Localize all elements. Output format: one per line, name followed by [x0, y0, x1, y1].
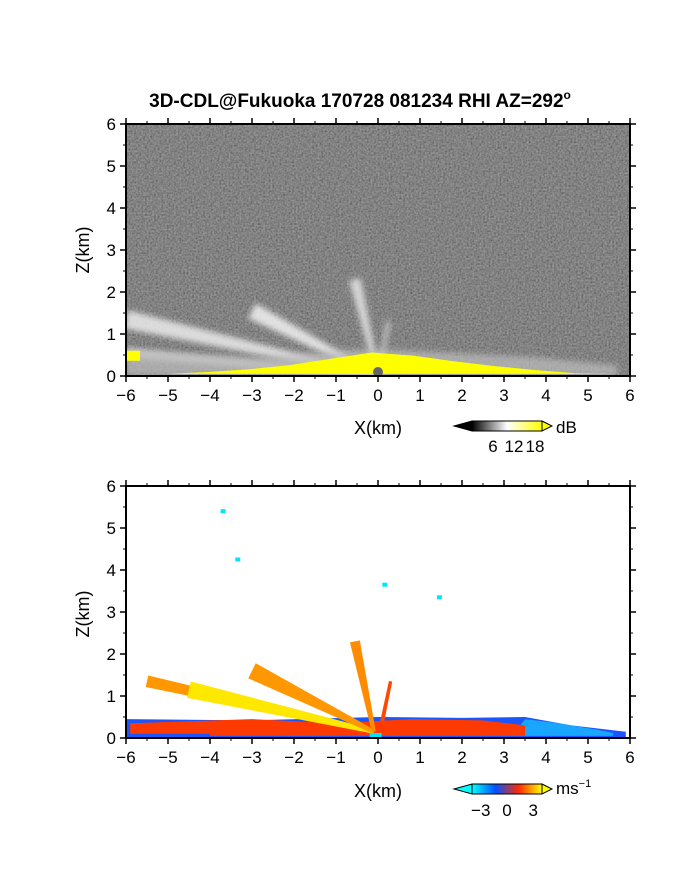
velocity-beams — [145, 640, 393, 738]
x-tick-label: 2 — [457, 386, 466, 405]
y-tick-label: 6 — [107, 115, 116, 134]
velocity-speck — [235, 557, 241, 562]
x-tick-label: −4 — [200, 386, 219, 405]
x-tick-label: 2 — [457, 748, 466, 767]
velocity-beam — [349, 640, 376, 733]
y-tick-label: 3 — [107, 603, 116, 622]
x-tick-label: 6 — [625, 386, 634, 405]
x-tick-label: 5 — [583, 386, 592, 405]
colorbar-tick-label: 3 — [529, 801, 538, 820]
colorbar-tick-label: 6 — [488, 437, 497, 456]
velocity-cyan-fringe — [512, 719, 614, 736]
velocity-ylabel: Z(km) — [73, 591, 93, 638]
x-tick-label: −6 — [116, 386, 135, 405]
velocity-xlabel: X(km) — [354, 781, 402, 801]
y-tick-label: 3 — [107, 241, 116, 260]
colorbar-tick-label: 12 — [505, 437, 524, 456]
velocity-specks — [220, 509, 442, 600]
reflectivity-high-layer — [126, 348, 618, 376]
colorbar-under-arrow — [452, 783, 473, 795]
title-degree: o — [564, 88, 571, 102]
x-tick-label: −4 — [200, 748, 219, 767]
x-tick-label: 6 — [625, 748, 634, 767]
y-tick-label: 4 — [107, 561, 116, 580]
reflectivity-xlabel: X(km) — [354, 418, 402, 438]
velocity-bottom-strip — [126, 733, 210, 738]
colorbar-under-arrow — [452, 420, 473, 432]
figure-title: 3D-CDL@Fukuoka 170728 081234 RHI AZ=292o — [149, 88, 571, 112]
colorbar-unit-exponent: −1 — [579, 778, 592, 790]
x-tick-label: −2 — [284, 386, 303, 405]
x-tick-label: 0 — [373, 748, 382, 767]
velocity-red-layer — [130, 719, 525, 736]
x-tick-label: −2 — [284, 748, 303, 767]
x-tick-label: −5 — [158, 748, 177, 767]
colorbar-tick-label: 0 — [502, 801, 511, 820]
x-tick-label: −3 — [242, 386, 261, 405]
velocity-beam — [187, 681, 375, 734]
colorbar-tick-label: −3 — [471, 801, 490, 820]
reflectivity-ylabel: Z(km) — [73, 227, 93, 274]
colorbar-gradient — [471, 783, 543, 795]
y-tick-label: 0 — [107, 729, 116, 748]
velocity-lidar-cyan — [369, 732, 382, 738]
colorbar-over-arrow — [541, 420, 554, 432]
colorbar-unit: ms−1 — [556, 778, 591, 798]
velocity-panel: −6 −5 −4 −3 −2 −1 0 1 2 3 4 5 6 0 1 2 3 4 5 6 X(km) Z(km) −… — [73, 477, 636, 820]
colorbar-gradient — [471, 420, 543, 432]
x-tick-label: −1 — [326, 386, 345, 405]
x-tick-label: 3 — [499, 748, 508, 767]
y-tick-label: 2 — [107, 283, 116, 302]
velocity-beam — [248, 663, 375, 734]
colorbar-over-arrow — [541, 783, 554, 795]
lidar-site-marker — [373, 367, 383, 376]
y-tick-label: 0 — [107, 367, 116, 386]
velocity-speck — [382, 582, 388, 587]
velocity-colorbar: −3 0 3 ms−1 — [452, 778, 591, 820]
reflectivity-edge-echo — [126, 350, 140, 361]
x-tick-label: 4 — [541, 748, 550, 767]
y-tick-label: 2 — [107, 645, 116, 664]
x-tick-label: −3 — [242, 748, 261, 767]
colorbar-unit: dB — [556, 418, 577, 437]
x-tick-label: 4 — [541, 386, 550, 405]
y-tick-label: 6 — [107, 477, 116, 496]
reflectivity-axes: −6 −5 −4 −3 −2 −1 0 1 2 3 4 5 6 0 1 2 3 4 5 6 — [107, 115, 636, 405]
x-tick-label: 1 — [415, 386, 424, 405]
x-tick-label: 5 — [583, 748, 592, 767]
velocity-axes: −6 −5 −4 −3 −2 −1 0 1 2 3 4 5 6 0 1 2 3 4 5 6 — [107, 477, 636, 767]
x-tick-label: −6 — [116, 748, 135, 767]
y-tick-label: 5 — [107, 157, 116, 176]
y-tick-label: 5 — [107, 519, 116, 538]
x-tick-label: 0 — [373, 386, 382, 405]
x-tick-label: −1 — [326, 748, 345, 767]
velocity-low-layer — [126, 717, 626, 738]
velocity-speck — [220, 509, 226, 514]
velocity-beam — [380, 680, 393, 722]
velocity-speck — [436, 595, 442, 600]
x-tick-label: −5 — [158, 386, 177, 405]
y-tick-label: 1 — [107, 325, 116, 344]
x-tick-label: 3 — [499, 386, 508, 405]
y-tick-label: 1 — [107, 687, 116, 706]
reflectivity-colorbar: 6 12 18 dB — [452, 418, 577, 456]
y-tick-label: 4 — [107, 199, 116, 218]
x-tick-label: 1 — [415, 748, 424, 767]
reflectivity-yellow-layer — [126, 352, 618, 374]
colorbar-tick-label: 18 — [526, 437, 545, 456]
